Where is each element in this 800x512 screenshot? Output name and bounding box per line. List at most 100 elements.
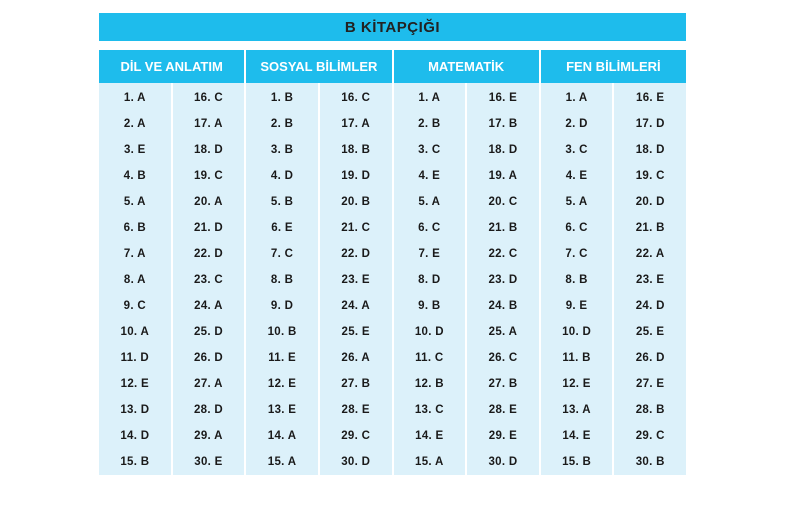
answer-cell: 27. E <box>636 378 665 390</box>
answer-cell: 15. B <box>562 456 592 468</box>
answer-cell: 6. B <box>123 222 146 234</box>
answer-cell: 14. E <box>415 430 444 442</box>
answer-cell: 18. B <box>341 144 371 156</box>
answer-cell: 6. C <box>418 222 441 234</box>
section-header: FEN BİLİMLERİ <box>540 50 686 83</box>
answer-cell: 28. E <box>341 404 370 416</box>
answer-cell: 26. D <box>635 352 665 364</box>
answer-cell: 24. A <box>194 300 223 312</box>
answer-cell: 20. C <box>488 196 518 208</box>
answer-cell: 18. D <box>635 144 665 156</box>
answer-cell: 6. E <box>271 222 293 234</box>
answer-cell: 10. D <box>414 326 444 338</box>
answer-cell: 17. D <box>635 118 665 130</box>
answer-cell: 18. D <box>193 144 223 156</box>
answer-cell: 9. E <box>565 300 588 312</box>
answers-1-15: 1. B 2. B 3. B 4. D 5. B 6. E 7. C 8. B 9. D 10. … <box>246 83 318 475</box>
section-header: MATEMATİK <box>393 50 539 83</box>
answer-cell: 2. A <box>123 118 146 130</box>
answer-cell: 8. B <box>270 274 294 286</box>
answer-cell: 4. B <box>123 170 146 182</box>
answer-cell: 21. C <box>341 222 371 234</box>
answer-cell: 5. B <box>270 196 294 208</box>
answer-cell: 29. C <box>635 430 665 442</box>
answer-cell: 13. C <box>414 404 444 416</box>
answer-cell: 27. B <box>488 378 518 390</box>
answer-cell: 30. B <box>635 456 665 468</box>
answer-cell: 12. E <box>267 378 297 390</box>
answer-cell: 12. E <box>562 378 591 390</box>
answer-cell: 15. A <box>415 456 444 468</box>
answer-cell: 13. E <box>267 404 297 416</box>
answer-cell: 14. A <box>267 430 297 442</box>
answer-cell: 11. E <box>268 352 296 364</box>
answer-cell: 11. B <box>562 352 591 364</box>
answer-cell: 2. D <box>565 118 588 130</box>
answer-cell: 27. B <box>341 378 371 390</box>
answer-cell: 19. C <box>635 170 665 182</box>
answer-cell: 29. C <box>341 430 371 442</box>
answers-1-15: 1. A 2. D 3. C 4. E 5. A 6. C 7. C 8. B 9. E 10. … <box>541 83 613 475</box>
booklet-title: B KİTAPÇIĞI <box>99 13 686 41</box>
answer-cell: 10. D <box>562 326 592 338</box>
answer-cell: 23. C <box>193 274 223 286</box>
answer-cell: 12. B <box>414 378 444 390</box>
answer-cell: 11. D <box>120 352 149 364</box>
answer-cell: 23. E <box>636 274 665 286</box>
answer-cell: 19. C <box>193 170 223 182</box>
answer-cell: 3. C <box>565 144 588 156</box>
answer-cell: 22. D <box>193 248 223 260</box>
section-header: DİL VE ANLATIM <box>99 50 245 83</box>
answer-cell: 28. D <box>193 404 223 416</box>
answer-cell: 17. A <box>341 118 370 130</box>
answer-cell: 20. B <box>341 196 371 208</box>
answers-16-30: 16. C 17. A 18. D 19. C 20. A 21. D 22. D 23. C… <box>170 83 245 475</box>
answer-cell: 9. B <box>418 300 441 312</box>
answer-cell: 1. A <box>565 92 588 104</box>
answer-cell: 21. B <box>635 222 665 234</box>
section-body: 1. B 2. B 3. B 4. D 5. B 6. E 7. C 8. B 9. D 10. … <box>246 83 392 475</box>
answer-cell: 26. A <box>341 352 370 364</box>
answer-cell: 15. A <box>267 456 297 468</box>
answer-cell: 1. A <box>123 92 146 104</box>
answer-cell: 23. D <box>488 274 518 286</box>
section-dil-ve-anlatim: DİL VE ANLATIM 1. A 2. A 3. E 4. B 5. A 6. B 7… <box>99 50 245 475</box>
answer-cell: 28. B <box>635 404 665 416</box>
answers-16-30: 16. E 17. D 18. D 19. C 20. D 21. B 22. A 23. E… <box>612 83 686 475</box>
answer-cell: 16. C <box>193 92 223 104</box>
section-matematik: MATEMATİK 1. A 2. B 3. C 4. E 5. A 6. C 7. E 8.… <box>393 50 539 475</box>
section-body: 1. A 2. A 3. E 4. B 5. A 6. B 7. A 8. A 9. C 10. … <box>99 83 245 475</box>
answer-cell: 8. B <box>565 274 588 286</box>
answer-cell: 3. B <box>270 144 294 156</box>
answer-cell: 7. C <box>270 248 294 260</box>
answer-cell: 25. D <box>193 326 223 338</box>
answer-cell: 10. A <box>120 326 150 338</box>
answer-cell: 25. E <box>341 326 370 338</box>
answer-cell: 7. C <box>565 248 588 260</box>
answer-cell: 25. A <box>488 326 518 338</box>
answers-1-15: 1. A 2. A 3. E 4. B 5. A 6. B 7. A 8. A 9. C 10. … <box>99 83 171 475</box>
answer-cell: 1. A <box>418 92 441 104</box>
answer-cell: 14. D <box>120 430 150 442</box>
answer-cell: 13. D <box>120 404 150 416</box>
answer-cell: 30. D <box>341 456 371 468</box>
section-fen-bilimleri: FEN BİLİMLERİ 1. A 2. D 3. C 4. E 5. A 6. C 7.… <box>540 50 686 475</box>
answer-cell: 12. E <box>120 378 149 390</box>
answer-cell: 30. D <box>488 456 518 468</box>
answer-cell: 24. B <box>488 300 518 312</box>
answer-cell: 26. D <box>193 352 223 364</box>
section-header: SOSYAL BİLİMLER <box>246 50 392 83</box>
answer-cell: 14. E <box>562 430 591 442</box>
answer-cell: 27. A <box>194 378 223 390</box>
answer-key-table: DİL VE ANLATIM 1. A 2. A 3. E 4. B 5. A 6. B 7… <box>99 50 686 475</box>
section-body: 1. A 2. D 3. C 4. E 5. A 6. C 7. C 8. B 9. E 10. … <box>540 83 686 475</box>
answer-cell: 5. A <box>565 196 588 208</box>
answer-cell: 5. A <box>418 196 441 208</box>
answer-cell: 21. D <box>193 222 223 234</box>
answers-16-30: 16. C 17. A 18. B 19. D 20. B 21. C 22. D 23. E… <box>317 83 392 475</box>
answer-cell: 19. A <box>488 170 518 182</box>
answer-cell: 17. B <box>488 118 518 130</box>
answer-cell: 24. D <box>635 300 665 312</box>
answer-cell: 30. E <box>194 456 223 468</box>
answer-cell: 20. D <box>635 196 665 208</box>
